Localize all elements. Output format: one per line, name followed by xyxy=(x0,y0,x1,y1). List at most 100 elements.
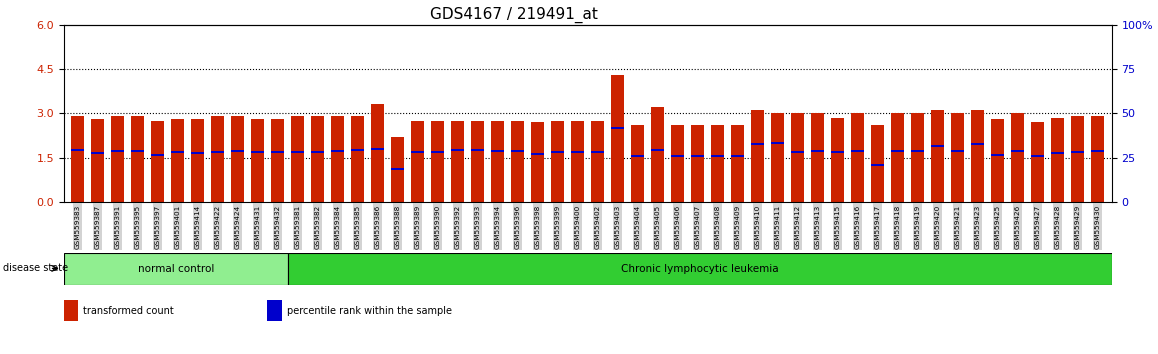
Bar xyxy=(391,168,404,170)
Text: GSM559397: GSM559397 xyxy=(155,204,161,249)
Bar xyxy=(111,150,124,152)
Text: GSM559430: GSM559430 xyxy=(1094,204,1101,249)
Bar xyxy=(991,119,1004,202)
Bar xyxy=(831,150,844,153)
Bar xyxy=(571,151,584,153)
Bar xyxy=(351,149,364,151)
Bar xyxy=(471,149,484,151)
Bar xyxy=(791,113,804,202)
Text: GSM559404: GSM559404 xyxy=(635,204,640,249)
Text: GSM559409: GSM559409 xyxy=(734,204,741,249)
Bar xyxy=(431,121,445,202)
Bar xyxy=(812,113,824,202)
Text: GSM559383: GSM559383 xyxy=(74,204,81,249)
Bar xyxy=(871,125,885,202)
Bar xyxy=(771,142,784,144)
Bar xyxy=(452,149,464,151)
Bar xyxy=(951,113,965,202)
Bar xyxy=(267,300,281,321)
Bar xyxy=(271,151,284,153)
Text: GSM559389: GSM559389 xyxy=(415,204,420,249)
Text: GSM559412: GSM559412 xyxy=(794,204,800,249)
Bar xyxy=(71,116,85,202)
Text: GSM559386: GSM559386 xyxy=(375,204,381,249)
Bar xyxy=(931,145,944,147)
Bar xyxy=(1091,116,1105,202)
FancyBboxPatch shape xyxy=(64,253,287,285)
Bar xyxy=(1011,150,1024,152)
Bar xyxy=(911,113,924,202)
Bar xyxy=(411,121,424,202)
Bar xyxy=(372,148,384,150)
Text: GSM559390: GSM559390 xyxy=(434,204,441,249)
Bar xyxy=(831,118,844,202)
Text: GSM559418: GSM559418 xyxy=(895,204,901,249)
Text: GSM559401: GSM559401 xyxy=(175,204,181,249)
Bar xyxy=(211,150,225,153)
Bar xyxy=(931,110,944,202)
Bar xyxy=(1071,150,1084,153)
Text: GSM559408: GSM559408 xyxy=(714,204,720,249)
Bar xyxy=(731,125,745,202)
Bar xyxy=(611,127,624,129)
Text: GSM559425: GSM559425 xyxy=(995,204,1001,249)
Bar xyxy=(1031,122,1045,202)
Bar xyxy=(611,75,624,202)
Text: GSM559431: GSM559431 xyxy=(255,204,261,249)
Bar xyxy=(1031,155,1045,157)
Bar xyxy=(892,113,904,202)
Bar xyxy=(631,125,644,202)
Bar xyxy=(312,116,324,202)
Bar xyxy=(951,150,965,152)
Bar xyxy=(251,119,264,202)
Text: GSM559392: GSM559392 xyxy=(455,204,461,249)
Text: GSM559402: GSM559402 xyxy=(595,204,601,249)
Bar xyxy=(1071,116,1084,202)
Bar xyxy=(771,113,784,202)
Bar xyxy=(152,121,164,202)
Bar xyxy=(592,151,604,153)
Text: GSM559384: GSM559384 xyxy=(335,204,340,249)
Bar xyxy=(271,119,284,202)
Bar xyxy=(551,151,564,153)
Bar xyxy=(372,104,384,202)
Bar xyxy=(91,119,104,202)
Bar xyxy=(491,121,504,202)
Bar xyxy=(812,150,824,152)
Text: GSM559395: GSM559395 xyxy=(134,204,140,249)
Bar xyxy=(171,151,184,153)
Bar xyxy=(752,110,764,202)
Bar xyxy=(991,154,1004,156)
Bar xyxy=(431,150,445,153)
Bar xyxy=(911,150,924,152)
Bar xyxy=(232,116,244,202)
Bar xyxy=(691,155,704,157)
Text: GSM559416: GSM559416 xyxy=(855,204,860,249)
Text: GDS4167 / 219491_at: GDS4167 / 219491_at xyxy=(431,7,599,23)
Text: GSM559410: GSM559410 xyxy=(755,204,761,249)
Text: GSM559423: GSM559423 xyxy=(975,204,981,249)
Text: GSM559424: GSM559424 xyxy=(235,204,241,249)
Bar xyxy=(711,125,724,202)
Bar xyxy=(111,116,124,202)
Bar xyxy=(312,150,324,153)
Bar xyxy=(452,121,464,202)
Bar xyxy=(331,150,344,152)
Text: GSM559422: GSM559422 xyxy=(214,204,221,249)
Bar xyxy=(752,143,764,145)
FancyBboxPatch shape xyxy=(287,253,1112,285)
Text: GSM559426: GSM559426 xyxy=(1014,204,1020,249)
Text: transformed count: transformed count xyxy=(83,306,174,316)
Bar xyxy=(551,121,564,202)
Text: GSM559399: GSM559399 xyxy=(555,204,560,249)
Text: GSM559407: GSM559407 xyxy=(695,204,701,249)
Bar xyxy=(491,150,504,152)
Text: GSM559429: GSM559429 xyxy=(1075,204,1080,249)
Bar xyxy=(391,137,404,202)
Bar xyxy=(651,107,665,202)
Bar xyxy=(1051,118,1064,202)
Bar xyxy=(511,121,525,202)
Bar xyxy=(731,155,745,157)
Text: GSM559400: GSM559400 xyxy=(574,204,580,249)
Text: normal control: normal control xyxy=(138,264,214,274)
